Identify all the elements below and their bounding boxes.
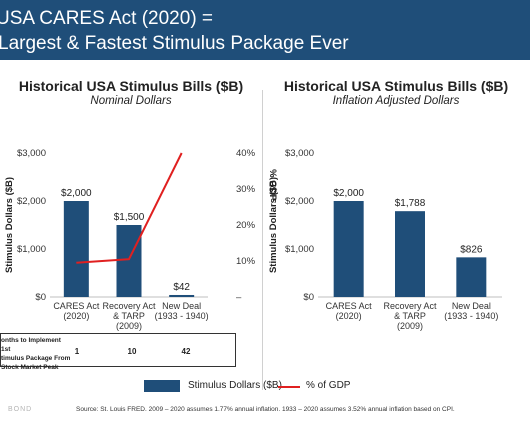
right-chart-subtitle: Inflation Adjusted Dollars	[332, 95, 460, 107]
x-tick-label: (2009)	[116, 321, 142, 331]
panel-divider	[262, 90, 263, 390]
right-chart-title: Historical USA Stimulus Bills ($B)	[283, 78, 509, 94]
x-tick-label: & TARP	[113, 311, 145, 321]
bar-value-label: $2,000	[333, 188, 364, 199]
bar-value-label: $826	[460, 244, 483, 255]
bar	[63, 201, 89, 297]
nominal-dollars-chart: $0 $1,000 $2,000 $3,000 Stimulus Dollars ($B…	[4, 148, 278, 331]
x-tick-label: (2009)	[397, 321, 423, 331]
y2-tick-label: 40%	[236, 148, 256, 159]
y-tick-label: $0	[303, 292, 314, 303]
y-axis-title: Stimulus Dollars ($B)	[268, 177, 279, 273]
months-value-cares: 1	[74, 347, 80, 356]
legend-bar-swatch	[144, 380, 180, 392]
bar-value-label: $42	[173, 282, 190, 293]
legend-line-swatch	[278, 386, 300, 388]
bar	[116, 225, 142, 297]
months-label-line: onths to Implement 1st	[1, 337, 61, 353]
x-tick-label: CARES Act	[326, 301, 373, 311]
y-tick-label: $2,000	[17, 196, 46, 207]
left-chart-subtitle: Nominal Dollars	[90, 95, 172, 107]
bar-value-label: $1,788	[395, 198, 426, 209]
source-note: Source: St. Louis FRED. 2009 – 2020 assu…	[76, 406, 455, 413]
months-to-implement-table: onths to Implement 1st timulus Package F…	[0, 333, 236, 371]
y2-tick-label: –	[236, 292, 242, 303]
title-banner: USA CARES Act (2020) = Largest & Fastest…	[0, 0, 530, 60]
bar-value-label: $2,000	[61, 188, 92, 199]
bar	[456, 257, 487, 297]
company-logo: BOND	[8, 406, 33, 413]
x-tick-label: CARES Act	[53, 301, 100, 311]
y2-axis-title: % GDP	[267, 169, 278, 201]
months-label: onths to Implement 1st timulus Package F…	[1, 336, 71, 372]
y-tick-label: $1,000	[285, 244, 314, 255]
banner-title-line-2: Largest & Fastest Stimulus Package Ever	[0, 33, 349, 54]
bar	[169, 294, 195, 297]
y-tick-label: $1,000	[17, 244, 46, 255]
y-tick-label: $3,000	[285, 148, 314, 159]
x-tick-label: New Deal	[452, 301, 491, 311]
x-tick-label: Recovery Act	[383, 301, 437, 311]
months-value-recovery: 10	[127, 347, 137, 356]
y-axis-title: Stimulus Dollars ($B)	[4, 177, 15, 273]
y2-tick-label: 20%	[236, 220, 256, 231]
left-chart-title: Historical USA Stimulus Bills ($B)	[18, 78, 244, 94]
x-tick-label: & TARP	[394, 311, 426, 321]
bar	[395, 211, 425, 297]
chart-legend: Stimulus Dollars ($B) % of GDP	[0, 378, 530, 396]
banner-title-line-1: USA CARES Act (2020) =	[0, 8, 214, 29]
x-tick-label: New Deal	[162, 301, 201, 311]
y-tick-label: $0	[35, 292, 46, 303]
months-value-new-deal: 42	[181, 347, 191, 356]
gdp-percent-line	[76, 152, 183, 264]
x-tick-label: (2020)	[336, 311, 362, 321]
inflation-adjusted-chart: $0 $1,000 $2,000 $3,000 Stimulus Dollars ($B…	[268, 148, 502, 331]
bar-value-label: $1,500	[114, 212, 145, 223]
x-tick-label: (1933 - 1940)	[155, 311, 209, 321]
x-tick-label: (2020)	[63, 311, 89, 321]
y-tick-label: $2,000	[285, 196, 314, 207]
y2-tick-label: 10%	[236, 256, 256, 267]
months-label-line: timulus Package From	[1, 355, 71, 362]
bar	[333, 201, 364, 297]
y-tick-label: $3,000	[17, 148, 46, 159]
y2-tick-label: 30%	[236, 184, 256, 195]
months-label-line: Stock Market Peak	[1, 364, 59, 371]
legend-bar-label: Stimulus Dollars ($B)	[188, 380, 282, 391]
legend-line-label: % of GDP	[306, 380, 351, 391]
x-tick-label: Recovery Act	[102, 301, 156, 311]
x-tick-label: (1933 - 1940)	[444, 311, 498, 321]
